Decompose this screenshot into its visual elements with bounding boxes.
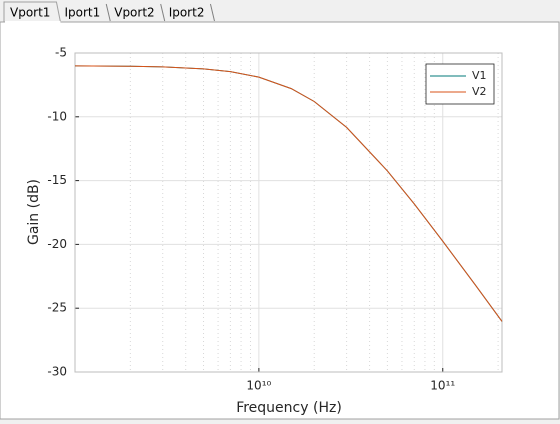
legend-box — [425, 63, 495, 105]
legend-label: V2 — [472, 85, 487, 98]
tab[interactable]: Iport1 — [64, 3, 111, 22]
y-tick-label: -25 — [47, 301, 67, 315]
tab-label: Iport1 — [64, 6, 100, 20]
y-axis-label: Gain (dB) — [26, 179, 42, 245]
axes-box — [74, 52, 503, 373]
tab-label: Vport1 — [10, 6, 50, 20]
tab[interactable]: Iport2 — [169, 3, 215, 22]
series-line — [74, 65, 503, 322]
y-tick-label: -30 — [47, 365, 67, 379]
tab-outline — [3, 1, 61, 23]
tab-separator — [105, 3, 111, 22]
tab-label: Vport2 — [114, 6, 154, 20]
x-axis-label: Frequency (Hz) — [236, 400, 342, 416]
tab-label: Iport2 — [169, 6, 205, 20]
tab[interactable]: Vport1 — [3, 1, 61, 23]
y-tick-label: -10 — [47, 109, 67, 123]
plot-area — [75, 53, 502, 372]
tab-separator — [160, 3, 166, 22]
legend-label: V1 — [472, 69, 487, 82]
y-tick-label: -5 — [55, 46, 67, 60]
x-tick-label: 10¹¹ — [430, 379, 455, 393]
tab[interactable]: Vport2 — [114, 3, 166, 22]
y-tick-label: -15 — [47, 173, 67, 187]
y-tick-label: -20 — [47, 237, 67, 251]
tab-active-bg — [5, 21, 61, 23]
x-tick-label: 10¹⁰ — [246, 379, 271, 393]
tab-separator — [209, 3, 215, 22]
